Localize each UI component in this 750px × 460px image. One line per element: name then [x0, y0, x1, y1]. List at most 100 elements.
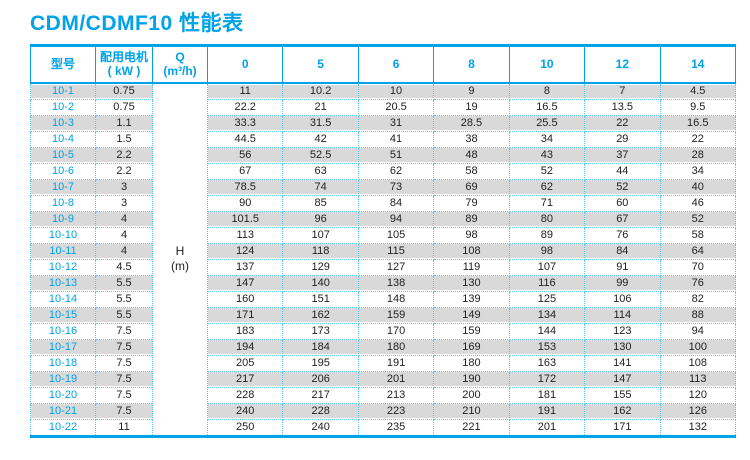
model-cell: 10-16	[30, 322, 96, 340]
head-value-cell: 11	[206, 82, 284, 100]
head-value-cell: 170	[357, 322, 435, 340]
head-value-cell: 10.2	[282, 82, 359, 100]
table-row: 10-3 1.1 33.3 31.5 31 28.5 25.5 22 16.5	[30, 114, 737, 132]
model-cell: 10-7	[30, 178, 96, 196]
head-value-cell: 115	[357, 242, 435, 260]
head-value-cell: 147	[206, 274, 284, 292]
head-value-cell: 79	[433, 194, 510, 212]
head-value-cell: 221	[433, 418, 510, 437]
head-value-cell: 43	[508, 146, 586, 164]
head-value-cell: 67	[584, 210, 661, 228]
head-value-cell: 134	[508, 306, 586, 324]
head-value-cell: 107	[282, 226, 359, 244]
table-row: 10-21 7.5 240 228 223 210 191 162 126	[30, 402, 737, 420]
head-value-cell: 8	[508, 82, 586, 100]
head-value-cell: 194	[206, 338, 284, 356]
head-value-cell: 22	[659, 130, 737, 148]
head-value-cell: 4.5	[659, 82, 737, 100]
head-value-cell: 78.5	[206, 178, 284, 196]
head-value-cell: 191	[357, 354, 435, 372]
head-value-cell: 205	[206, 354, 284, 372]
head-value-cell: 130	[433, 274, 510, 292]
head-value-cell: 82	[659, 290, 737, 308]
motor-kw-cell: 2.2	[95, 146, 153, 164]
head-value-cell: 148	[357, 290, 435, 308]
head-value-cell: 52	[508, 162, 586, 180]
head-value-cell: 108	[433, 242, 510, 260]
head-value-cell: 84	[357, 194, 435, 212]
head-value-cell: 126	[659, 402, 737, 420]
head-value-cell: 118	[282, 242, 359, 260]
col-header-flow-value: 5	[282, 45, 359, 84]
head-value-cell: 105	[357, 226, 435, 244]
head-value-cell: 76	[659, 274, 737, 292]
head-value-cell: 100	[659, 338, 737, 356]
head-value-cell: 223	[357, 402, 435, 420]
head-value-cell: 67	[206, 162, 284, 180]
head-value-cell: 46	[659, 194, 737, 212]
head-value-cell: 89	[508, 226, 586, 244]
head-value-cell: 52	[584, 178, 661, 196]
head-value-cell: 74	[282, 178, 359, 196]
head-value-cell: 94	[659, 322, 737, 340]
head-value-cell: 58	[659, 226, 737, 244]
motor-kw-cell: 7.5	[95, 370, 153, 388]
head-value-cell: 7	[584, 82, 661, 100]
table-row: 10-12 4.5 137 129 127 119 107 91 70	[30, 258, 737, 276]
col-header-flow: Q (m³/h)	[152, 45, 208, 84]
head-value-cell: 240	[206, 402, 284, 420]
head-value-cell: 217	[206, 370, 284, 388]
head-value-cell: 41	[357, 130, 435, 148]
head-value-cell: 123	[584, 322, 661, 340]
table-row: 10-18 7.5 205 195 191 180 163 141 108	[30, 354, 737, 372]
model-cell: 10-4	[30, 130, 96, 148]
head-value-cell: 114	[584, 306, 661, 324]
head-value-cell: 62	[357, 162, 435, 180]
head-value-cell: 13.5	[584, 98, 661, 116]
model-cell: 10-19	[30, 370, 96, 388]
head-value-cell: 120	[659, 386, 737, 404]
model-cell: 10-11	[30, 242, 96, 260]
head-value-cell: 33.3	[206, 114, 284, 132]
head-value-cell: 48	[433, 146, 510, 164]
table-row: 10-22 11 250 240 235 221 201 171 132	[30, 418, 737, 437]
head-value-cell: 147	[584, 370, 661, 388]
head-value-cell: 44.5	[206, 130, 284, 148]
head-value-cell: 84	[584, 242, 661, 260]
head-value-cell: 99	[584, 274, 661, 292]
head-value-cell: 51	[357, 146, 435, 164]
model-cell: 10-10	[30, 226, 96, 244]
motor-kw-cell: 4.5	[95, 258, 153, 276]
table-body: 10-1 0.75 H (m) 11 10.2 10 9 8 7 4.5 10-2 0.75 22.2 21…	[30, 82, 737, 437]
head-value-cell: 107	[508, 258, 586, 276]
col-header-flow-value: 14	[659, 45, 737, 84]
motor-kw-cell: 4	[95, 210, 153, 228]
motor-kw-cell: 7.5	[95, 322, 153, 340]
head-value-cell: 52.5	[282, 146, 359, 164]
head-value-cell: 28	[659, 146, 737, 164]
head-value-cell: 73	[357, 178, 435, 196]
head-value-cell: 113	[206, 226, 284, 244]
head-value-cell: 160	[206, 290, 284, 308]
head-value-cell: 190	[433, 370, 510, 388]
table-row: 10-9 4 101.5 96 94 89 80 67 52	[30, 210, 737, 228]
motor-kw-cell: 7.5	[95, 386, 153, 404]
head-value-cell: 144	[508, 322, 586, 340]
head-value-cell: 213	[357, 386, 435, 404]
head-value-cell: 85	[282, 194, 359, 212]
head-value-cell: 28.5	[433, 114, 510, 132]
motor-kw-cell: 7.5	[95, 338, 153, 356]
motor-kw-cell: 4	[95, 242, 153, 260]
head-unit-cell: H (m)	[152, 82, 208, 436]
table-row: 10-8 3 90 85 84 79 71 60 46	[30, 194, 737, 212]
head-value-cell: 88	[659, 306, 737, 324]
head-value-cell: 159	[433, 322, 510, 340]
table-row: 10-20 7.5 228 217 213 200 181 155 120	[30, 386, 737, 404]
head-value-cell: 25.5	[508, 114, 586, 132]
head-value-cell: 183	[206, 322, 284, 340]
head-value-cell: 60	[584, 194, 661, 212]
head-value-cell: 63	[282, 162, 359, 180]
head-value-cell: 9	[433, 82, 510, 100]
head-value-cell: 16.5	[508, 98, 586, 116]
